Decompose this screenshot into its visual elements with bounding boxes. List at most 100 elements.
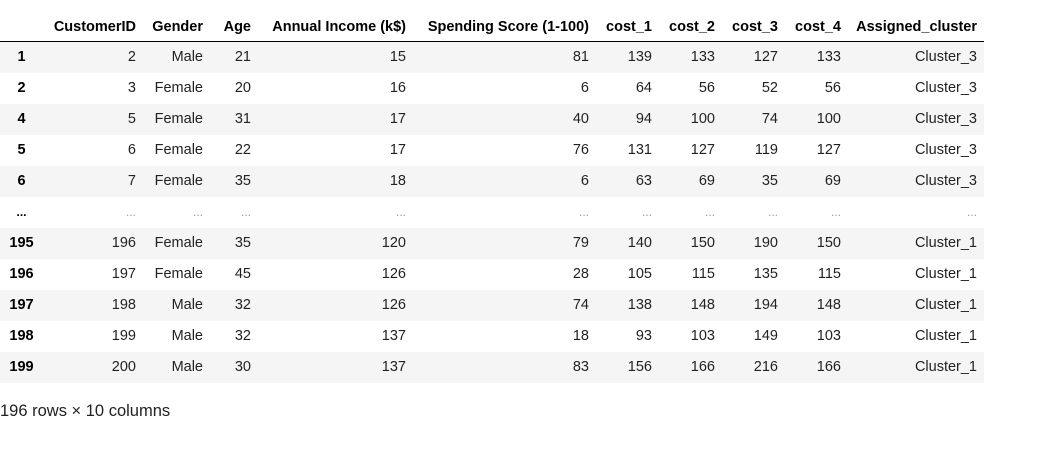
cell-age: 20 — [234, 80, 251, 96]
cell-assigned-cluster: Cluster_1 — [914, 297, 977, 313]
table-row: 6 7 Female 35 18 6 63 69 35 69 Cluster_3 — [0, 166, 984, 197]
cell-spending-score: 28 — [572, 266, 589, 282]
row-index-cell: 6 — [17, 173, 26, 189]
cell-assigned-cluster: Cluster_3 — [914, 80, 977, 96]
cell-cost-3: 190 — [753, 235, 778, 251]
cell-gender: Male — [171, 328, 203, 344]
cell-age: 35 — [234, 235, 251, 251]
cell-spending-score: 6 — [580, 173, 589, 189]
cell-customerid: 199 — [111, 328, 136, 344]
header-row: CustomerID Gender Age Annual Income (k$)… — [0, 13, 984, 42]
table-body: 1 2 Male 21 15 81 139 133 127 133 Cluster_3 2 3 Femal… — [0, 41, 984, 383]
cell-cost-1: 139 — [627, 49, 652, 65]
table-row: 5 6 Female 22 17 76 131 127 119 127 Cluster_3 — [0, 135, 984, 166]
cell-customerid: 196 — [111, 235, 136, 251]
cell-gender: Female — [154, 142, 203, 158]
cell-customerid: 6 — [127, 142, 136, 158]
cell-spending-score: 83 — [572, 359, 589, 375]
cell-cost-1: 64 — [635, 80, 652, 96]
row-index-cell: ... — [16, 205, 27, 219]
cell-gender: Male — [171, 297, 203, 313]
cell-gender: Male — [171, 359, 203, 375]
table-row: ................................. — [0, 197, 984, 228]
cell-cost-2: 115 — [691, 266, 715, 282]
cell-cost-1: 93 — [635, 328, 652, 344]
row-index-cell: 197 — [9, 297, 34, 313]
table-header: CustomerID Gender Age Annual Income (k$)… — [0, 13, 984, 42]
cell-spending-score: 81 — [572, 49, 589, 65]
cell-cost-2: 56 — [698, 80, 715, 96]
cell-cost-2: 103 — [690, 328, 715, 344]
cell-age: 30 — [234, 359, 251, 375]
cell-cost-4: 56 — [824, 80, 841, 96]
cell-assigned-cluster: Cluster_3 — [914, 142, 977, 158]
row-index-cell: 198 — [9, 328, 34, 344]
cell-assigned-cluster: Cluster_3 — [914, 49, 977, 65]
cell-annual-income: 137 — [381, 328, 406, 344]
row-index-cell: 1 — [17, 49, 26, 65]
cell-spending-score: 18 — [572, 328, 589, 344]
header-cell-spending-score: Spending Score (1-100) — [413, 13, 596, 42]
header-cell-annual-income: Annual Income (k$) — [258, 13, 413, 42]
cell-spending-score: 79 — [572, 235, 589, 251]
header-cell-age: Age — [210, 13, 258, 42]
cell-cost-3: ... — [767, 205, 778, 219]
cell-cost-2: 133 — [690, 49, 715, 65]
cell-age: 22 — [234, 142, 251, 158]
table-row: 196 197 Female 45 126 28 105 115 135 115 Cluster_1 — [0, 259, 984, 290]
shape-caption: 196 rows × 10 columns — [0, 402, 171, 420]
cell-assigned-cluster: Cluster_1 — [914, 266, 977, 282]
cell-cost-4: 127 — [816, 142, 841, 158]
cell-spending-score: 76 — [572, 142, 589, 158]
row-index-cell: 5 — [17, 142, 26, 158]
cell-cost-2: 148 — [690, 297, 715, 313]
cell-cost-3: 194 — [753, 297, 778, 313]
cell-cost-4: 103 — [816, 328, 841, 344]
cell-cost-3: 216 — [753, 359, 778, 375]
cell-cost-4: 166 — [816, 359, 841, 375]
cell-cost-3: 135 — [753, 266, 778, 282]
row-index-cell: 2 — [17, 80, 26, 96]
header-cell-customerid: CustomerID — [43, 13, 143, 42]
table-row: 195 196 Female 35 120 79 140 150 190 150 Cluster_1 — [0, 228, 984, 259]
cell-cost-1: 105 — [627, 266, 652, 282]
cell-gender: Female — [154, 80, 203, 96]
cell-cost-2: 100 — [690, 111, 715, 127]
cell-annual-income: 120 — [381, 235, 406, 251]
cell-customerid: 5 — [127, 111, 136, 127]
cell-cost-1: 94 — [635, 111, 652, 127]
cell-cost-4: 100 — [816, 111, 841, 127]
cell-cost-4: 133 — [816, 49, 841, 65]
header-cell-assigned-cluster: Assigned_cluster — [848, 13, 984, 42]
row-index-cell: 4 — [17, 111, 26, 127]
cell-cost-2: 150 — [690, 235, 715, 251]
dataframe-table: CustomerID Gender Age Annual Income (k$)… — [0, 13, 984, 383]
cell-cost-4: ... — [830, 205, 841, 219]
cell-customerid: 7 — [127, 173, 136, 189]
cell-annual-income: ... — [395, 205, 406, 219]
table-row: 2 3 Female 20 16 6 64 56 52 56 Cluster_3 — [0, 73, 984, 104]
cell-customerid: 200 — [111, 359, 136, 375]
cell-cost-1: ... — [641, 205, 652, 219]
cell-cost-2: 69 — [698, 173, 715, 189]
cell-assigned-cluster: ... — [966, 205, 977, 219]
cell-gender: Female — [154, 173, 203, 189]
cell-annual-income: 126 — [381, 297, 406, 313]
cell-cost-4: 150 — [816, 235, 841, 251]
cell-annual-income: 126 — [381, 266, 406, 282]
table-row: 199 200 Male 30 137 83 156 166 216 166 Cluster_1 — [0, 352, 984, 383]
cell-cost-3: 127 — [753, 49, 778, 65]
cell-annual-income: 17 — [389, 111, 406, 127]
cell-cost-1: 131 — [627, 142, 652, 158]
cell-cost-2: 166 — [690, 359, 715, 375]
cell-spending-score: 74 — [572, 297, 589, 313]
header-cell-cost-4: cost_4 — [785, 13, 848, 42]
cell-assigned-cluster: Cluster_3 — [914, 111, 977, 127]
header-cell-cost-3: cost_3 — [722, 13, 785, 42]
cell-assigned-cluster: Cluster_1 — [914, 328, 977, 344]
cell-spending-score: ... — [578, 205, 589, 219]
cell-age: ... — [240, 205, 251, 219]
cell-cost-3: 149 — [753, 328, 778, 344]
row-index-cell: 196 — [9, 266, 34, 282]
cell-annual-income: 16 — [389, 80, 406, 96]
